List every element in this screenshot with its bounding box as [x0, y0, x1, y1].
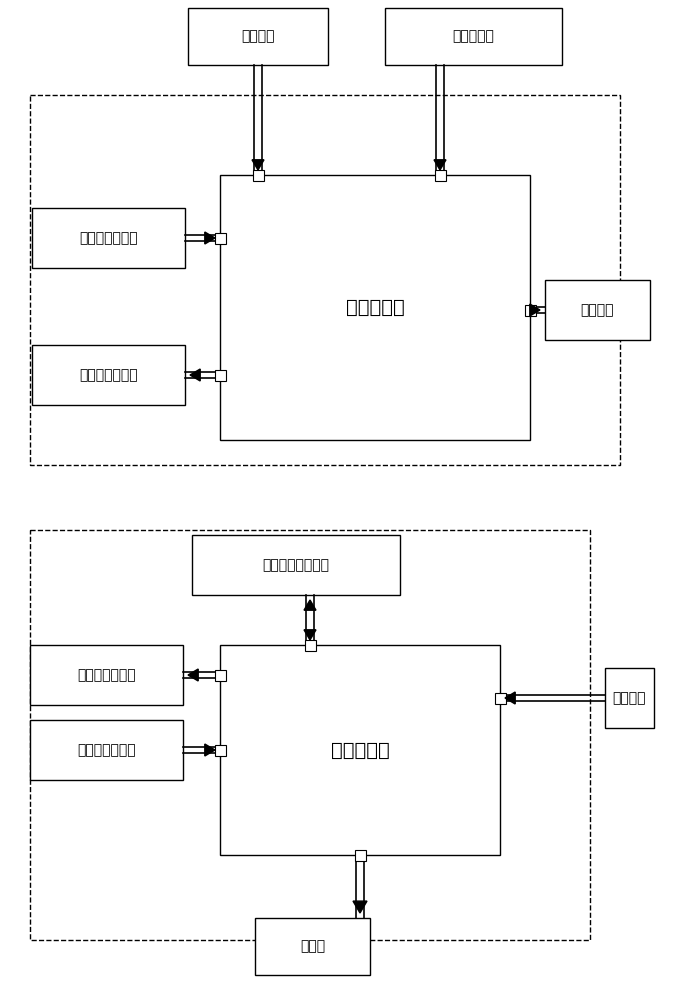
- Polygon shape: [252, 160, 264, 170]
- Bar: [605, 668, 654, 728]
- Bar: [30, 530, 590, 940]
- Polygon shape: [190, 369, 200, 381]
- Text: 人机交互操作按键: 人机交互操作按键: [263, 558, 330, 572]
- Text: 压力传感器: 压力传感器: [453, 29, 495, 43]
- Text: 第二单片机: 第二单片机: [330, 740, 389, 760]
- Bar: [215, 670, 226, 680]
- Bar: [385, 8, 562, 65]
- Bar: [255, 918, 370, 975]
- Bar: [192, 535, 400, 595]
- Bar: [545, 280, 650, 340]
- Bar: [32, 208, 185, 268]
- Text: 第一无线接收器: 第一无线接收器: [79, 231, 137, 245]
- Polygon shape: [505, 692, 515, 704]
- Bar: [252, 169, 263, 180]
- Text: 第一无线发射器: 第一无线发射器: [79, 368, 137, 382]
- Bar: [495, 692, 505, 704]
- Bar: [30, 645, 183, 705]
- Polygon shape: [304, 600, 316, 610]
- Text: 第一电源: 第一电源: [241, 29, 275, 43]
- Polygon shape: [188, 669, 198, 681]
- Bar: [304, 640, 315, 650]
- Bar: [215, 744, 226, 756]
- Bar: [220, 175, 530, 440]
- Bar: [215, 232, 226, 243]
- Bar: [220, 645, 500, 855]
- Bar: [30, 720, 183, 780]
- Text: 第二无线接收器: 第二无线接收器: [77, 743, 136, 757]
- Text: 第二电源: 第二电源: [613, 691, 646, 705]
- Polygon shape: [205, 744, 215, 756]
- Bar: [188, 8, 328, 65]
- Text: 第二无线发射器: 第二无线发射器: [77, 668, 136, 682]
- Polygon shape: [530, 304, 540, 316]
- Bar: [525, 304, 536, 316]
- Polygon shape: [434, 160, 446, 170]
- Text: 显示器: 显示器: [300, 940, 325, 954]
- Text: 第一单片机: 第一单片机: [345, 298, 404, 317]
- Polygon shape: [353, 901, 367, 913]
- Text: 程控开关: 程控开关: [581, 303, 614, 317]
- Polygon shape: [205, 232, 215, 244]
- Bar: [434, 169, 445, 180]
- Polygon shape: [304, 630, 316, 640]
- Bar: [215, 369, 226, 380]
- Bar: [32, 345, 185, 405]
- Bar: [30, 95, 620, 465]
- Bar: [354, 850, 365, 860]
